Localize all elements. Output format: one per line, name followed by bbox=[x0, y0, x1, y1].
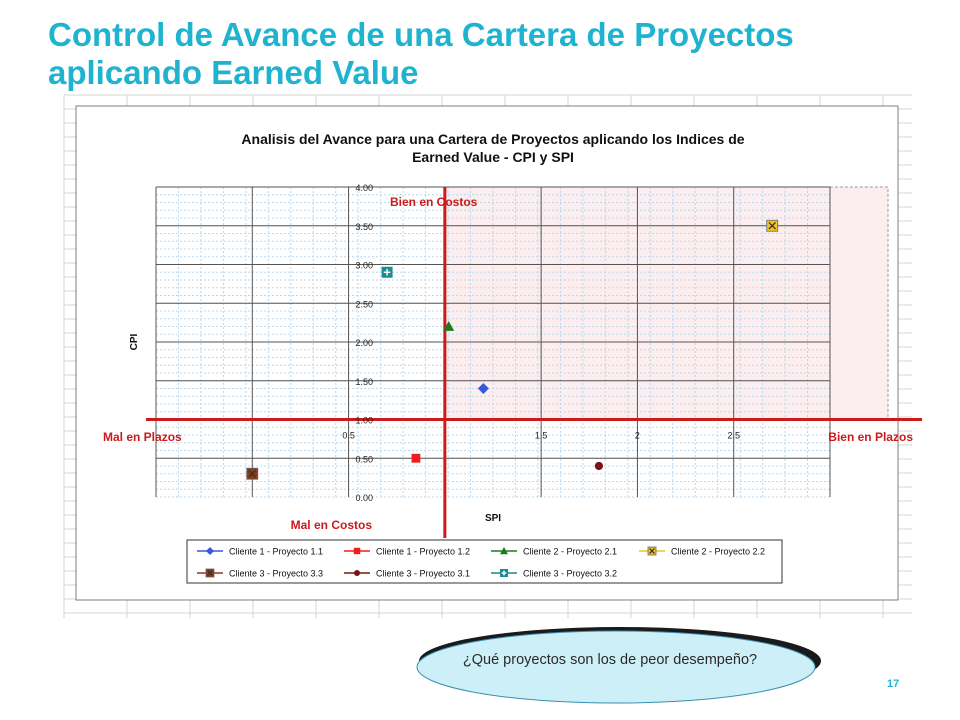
callout-text: ¿Qué proyectos son los de peor desempeño… bbox=[462, 652, 758, 668]
y-tick-label: 3.00 bbox=[355, 261, 373, 271]
data-point bbox=[411, 453, 421, 463]
quadrant-label-right: Bien en Plazos bbox=[828, 430, 913, 444]
legend-item: Cliente 3 - Proyecto 3.3 bbox=[197, 569, 323, 579]
legend-label: Cliente 2 - Proyecto 2.2 bbox=[671, 547, 765, 557]
y-tick-label: 3.50 bbox=[355, 222, 373, 232]
y-tick-label: 1.00 bbox=[355, 416, 373, 426]
y-tick-label: 2.50 bbox=[355, 299, 373, 309]
data-point bbox=[246, 467, 259, 480]
legend-marker bbox=[647, 546, 657, 556]
legend-item: Cliente 1 - Proyecto 1.2 bbox=[344, 547, 470, 557]
x-tick-label: 1.5 bbox=[535, 431, 548, 441]
page-number: 17 bbox=[887, 678, 900, 690]
data-point bbox=[381, 266, 393, 278]
y-tick-label: 0.00 bbox=[355, 493, 373, 503]
legend-marker bbox=[500, 547, 508, 555]
y-tick-label: 0.50 bbox=[355, 454, 373, 464]
data-point bbox=[443, 321, 455, 331]
y-tick-label: 4.00 bbox=[355, 183, 373, 193]
y-tick-label: 1.50 bbox=[355, 377, 373, 387]
x-tick-label: 2 bbox=[635, 431, 640, 441]
legend-label: Cliente 1 - Proyecto 1.2 bbox=[376, 547, 470, 557]
chart-title: Analisis del Avance para una Cartera de … bbox=[241, 131, 744, 165]
legend-item: Cliente 3 - Proyecto 3.2 bbox=[491, 569, 617, 579]
legend-marker bbox=[354, 570, 360, 576]
legend-item: Cliente 2 - Proyecto 2.2 bbox=[639, 547, 765, 557]
x-tick-label: 2.5 bbox=[727, 431, 740, 441]
data-point bbox=[766, 219, 779, 232]
legend-item: Cliente 2 - Proyecto 2.1 bbox=[491, 547, 617, 557]
data-point bbox=[594, 461, 604, 471]
x-axis-label: SPI bbox=[485, 513, 501, 524]
legend-marker bbox=[205, 568, 215, 578]
callout-ellipse bbox=[416, 630, 816, 704]
legend-item: Cliente 1 - Proyecto 1.1 bbox=[197, 547, 323, 557]
data-point bbox=[477, 383, 489, 394]
quadrant-label-left: Mal en Plazos bbox=[103, 430, 182, 444]
legend-marker bbox=[353, 547, 361, 555]
legend-item: Cliente 3 - Proyecto 3.1 bbox=[344, 569, 470, 579]
legend-label: Cliente 3 - Proyecto 3.1 bbox=[376, 569, 470, 579]
legend-label: Cliente 3 - Proyecto 3.3 bbox=[229, 569, 323, 579]
y-axis-label: CPI bbox=[129, 333, 140, 350]
legend-label: Cliente 3 - Proyecto 3.2 bbox=[523, 569, 617, 579]
legend-marker bbox=[500, 569, 508, 577]
legend bbox=[186, 539, 783, 584]
legend-label: Cliente 2 - Proyecto 2.1 bbox=[523, 547, 617, 557]
legend-marker bbox=[206, 547, 214, 555]
slide-title: Control de Avance de una Cartera de Proy… bbox=[48, 16, 794, 91]
legend-label: Cliente 1 - Proyecto 1.1 bbox=[229, 547, 323, 557]
quadrant-label-top: Bien en Costos bbox=[390, 195, 478, 209]
x-tick-label: 0.5 bbox=[342, 431, 355, 441]
y-tick-label: 2.00 bbox=[355, 338, 373, 348]
quadrant-label-bottom: Mal en Costos bbox=[291, 518, 373, 532]
